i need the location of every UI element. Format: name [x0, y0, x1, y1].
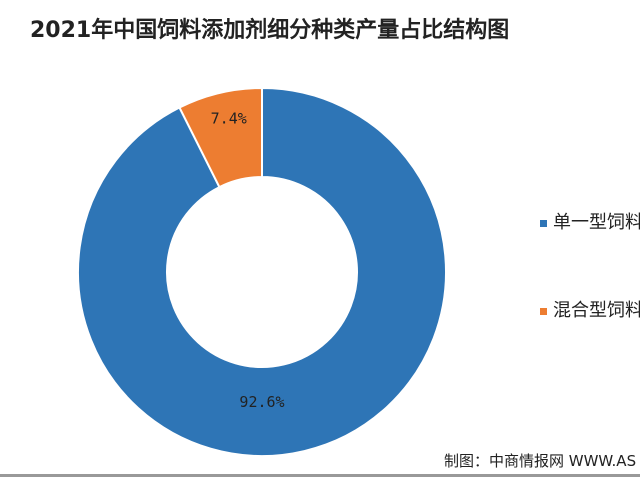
divider [0, 474, 640, 477]
data-label: 92.6% [239, 393, 284, 411]
chart-title: 2021年中国饲料添加剂细分种类产量占比结构图 [30, 18, 510, 43]
legend-label: 混合型饲料 [553, 300, 640, 321]
source-note: 制图：中商情报网 WWW.AS [444, 452, 637, 470]
legend-swatch [540, 219, 547, 227]
legend-label: 单一型饲料 [553, 212, 640, 233]
slice-2 [178, 86, 263, 189]
legend-item-mixed: 混合型饲料 [540, 296, 640, 322]
legend-swatch [540, 307, 547, 315]
slice-1 [77, 86, 447, 457]
legend-item-single: 单一型饲料 [540, 208, 640, 234]
data-label: 7.4% [211, 109, 247, 127]
